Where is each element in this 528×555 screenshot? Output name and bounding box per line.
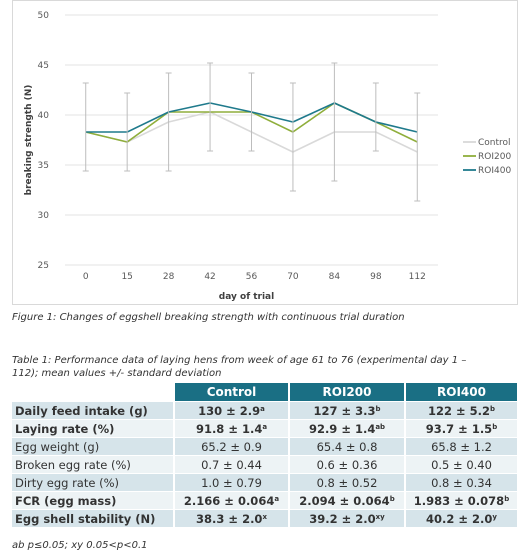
table-row: Egg shell stability (N) 38.3 ± 2.0x 39.2 ±… [12, 509, 519, 527]
cell-value: 65.2 ± 0.9 [201, 439, 262, 454]
table-cell: 0.5 ± 0.40 [405, 455, 519, 474]
significance-letter: a [262, 422, 268, 431]
row-label: Broken egg rate (%) [12, 455, 175, 474]
y-axis-title: breaking strength (N) [24, 85, 34, 196]
cell-value: 2.094 ± 0.064 [299, 493, 390, 508]
x-tick-label: 42 [204, 272, 215, 282]
cell-value: 0.8 ± 0.52 [316, 475, 378, 490]
row-label: Laying rate (%) [12, 419, 175, 438]
table-cell: 65.8 ± 1.2 [405, 437, 519, 456]
cell-value: 1.0 ± 0.79 [201, 475, 262, 490]
significance-letter: xy [375, 512, 385, 521]
cell-value: 65.4 ± 0.8 [316, 439, 378, 454]
significance-letter: b [504, 494, 510, 503]
cell-value: 92.9 ± 1.4 [308, 421, 376, 436]
table-cell: 0.8 ± 0.34 [405, 473, 519, 492]
cell-value: 93.7 ± 1.5 [425, 421, 493, 436]
row-label: Dirty egg rate (%) [12, 473, 175, 492]
y-tick-label: 35 [38, 161, 49, 171]
x-tick-label: 112 [409, 272, 426, 282]
legend-label: ROI200 [478, 152, 511, 162]
x-tick-label: 70 [287, 272, 299, 282]
table-cell: 2.094 ± 0.064b [289, 491, 406, 510]
row-label: Egg shell stability (N) [12, 509, 175, 527]
cell-value: 91.8 ± 1.4 [195, 421, 263, 436]
table-row: Broken egg rate (%) 0.7 ± 0.44 0.6 ± 0.36 0… [12, 455, 519, 474]
row-label: Daily feed intake (g) [12, 401, 175, 420]
table-cell: 92.9 ± 1.4ab [289, 419, 406, 438]
significance-letter: ab [375, 422, 386, 431]
significance-letter: a [274, 494, 280, 503]
y-tick-label: 25 [38, 261, 49, 271]
table-header-roi200: ROI200 [289, 383, 406, 402]
significance-footnote: ab p≤0.05; xy 0.05<p<0.1 [12, 540, 148, 551]
cell-value: 130 ± 2.9 [198, 403, 261, 418]
significance-letter: a [260, 404, 265, 413]
x-axis-title: day of trial [219, 292, 274, 302]
table-caption: Table 1: Performance data of laying hens… [12, 355, 467, 379]
table-header-control: Control [174, 383, 290, 402]
cell-value: 2.166 ± 0.064 [183, 493, 275, 508]
table-cell: 0.7 ± 0.44 [174, 455, 290, 474]
line-chart: 25 30 35 40 45 50 0 15 28 42 56 70 84 98 112 day of tri… [24, 11, 511, 302]
table-cell: 93.7 ± 1.5b [405, 419, 519, 438]
significance-letter: b [492, 422, 498, 431]
cell-value: 65.8 ± 1.2 [431, 439, 492, 454]
table-cell: 2.166 ± 0.064a [174, 491, 290, 510]
legend-label: ROI400 [478, 166, 511, 176]
table-cell: 127 ± 3.3b [289, 401, 406, 420]
x-tick-label: 28 [163, 272, 175, 282]
cell-value: 122 ± 5.2 [427, 403, 490, 418]
table-row: FCR (egg mass) 2.166 ± 0.064a 2.094 ± 0.06… [12, 491, 519, 510]
table-cell: 38.3 ± 2.0x [174, 509, 290, 527]
significance-letter: b [389, 494, 395, 503]
table-header-row: Control ROI200 ROI400 [12, 383, 519, 402]
x-tick-label: 56 [246, 272, 258, 282]
x-tick-label: 15 [121, 272, 132, 282]
table-cell: 40.2 ± 2.0y [405, 509, 519, 527]
cell-value: 40.2 ± 2.0 [426, 511, 493, 526]
significance-letter: b [375, 404, 381, 413]
table-row: Dirty egg rate (%) 1.0 ± 0.79 0.8 ± 0.52 0.… [12, 473, 519, 492]
table-cell: 1.983 ± 0.078b [405, 491, 519, 510]
table-row: Daily feed intake (g) 130 ± 2.9a 127 ± 3.3… [12, 401, 519, 420]
x-tick-label: 84 [329, 272, 341, 282]
cell-value: 127 ± 3.3 [313, 403, 376, 418]
y-tick-label: 50 [38, 11, 50, 21]
cell-value: 38.3 ± 2.0 [196, 511, 263, 526]
significance-letter: x [262, 512, 267, 521]
cell-value: 0.6 ± 0.36 [316, 457, 378, 472]
legend-label: Control [478, 138, 511, 148]
table-row: Laying rate (%) 91.8 ± 1.4a 92.9 ± 1.4ab 93… [12, 419, 519, 438]
chart-frame: 25 30 35 40 45 50 0 15 28 42 56 70 84 98 112 day of tri… [12, 0, 518, 305]
performance-table: Control ROI200 ROI400 Daily feed intake … [12, 383, 519, 527]
table-header-empty [12, 383, 175, 402]
cell-value: 0.8 ± 0.34 [431, 475, 492, 490]
cell-value: 39.2 ± 2.0 [309, 511, 376, 526]
y-tick-label: 40 [38, 111, 50, 121]
significance-letter: b [490, 404, 496, 413]
table-cell: 130 ± 2.9a [174, 401, 290, 420]
table-header-roi400: ROI400 [405, 383, 519, 402]
table-cell: 122 ± 5.2b [405, 401, 519, 420]
y-tick-label: 45 [38, 61, 49, 71]
table-cell: 39.2 ± 2.0xy [289, 509, 406, 527]
table-cell: 65.4 ± 0.8 [289, 437, 406, 456]
significance-letter: y [492, 512, 497, 521]
x-tick-label: 98 [370, 272, 382, 282]
cell-value: 1.983 ± 0.078 [413, 493, 505, 508]
table-cell: 0.6 ± 0.36 [289, 455, 406, 474]
figure-caption: Figure 1: Changes of eggshell breaking s… [12, 312, 405, 323]
table-cell: 65.2 ± 0.9 [174, 437, 290, 456]
cell-value: 0.7 ± 0.44 [201, 457, 262, 472]
table-cell: 1.0 ± 0.79 [174, 473, 290, 492]
row-label: Egg weight (g) [12, 437, 175, 456]
table-cell: 0.8 ± 0.52 [289, 473, 406, 492]
table-row: Egg weight (g) 65.2 ± 0.9 65.4 ± 0.8 65.8 ±… [12, 437, 519, 456]
x-tick-label: 0 [83, 272, 89, 282]
y-tick-label: 30 [38, 211, 50, 221]
cell-value: 0.5 ± 0.40 [431, 457, 492, 472]
row-label: FCR (egg mass) [12, 491, 175, 510]
table-cell: 91.8 ± 1.4a [174, 419, 290, 438]
